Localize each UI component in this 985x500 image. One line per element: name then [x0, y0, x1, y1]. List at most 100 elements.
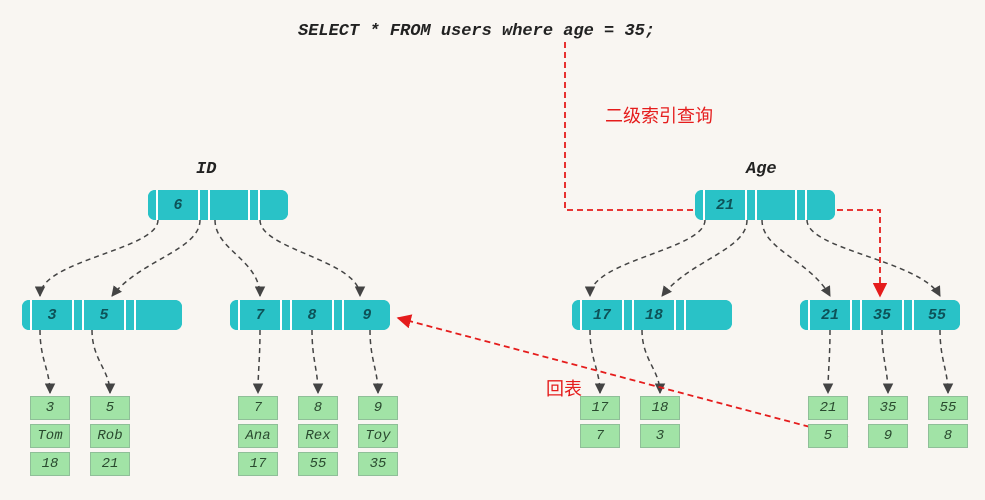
btree-key: [22, 300, 32, 330]
leaf-cell: 18: [30, 452, 70, 476]
sql-statement: SELECT * FROM users where age = 35;: [298, 22, 655, 41]
tree-edge: [590, 330, 600, 393]
tree-edge: [828, 330, 830, 393]
btree-key: 55: [914, 300, 960, 330]
leaf-cell: Tom: [30, 424, 70, 448]
tree-edge: [807, 220, 940, 296]
tree-edge: [642, 330, 660, 393]
leaf-cell: 21: [90, 452, 130, 476]
tree-edge: [92, 330, 110, 393]
leaf-cell: 3: [640, 424, 680, 448]
leaf-leaf_age_35: 359: [868, 396, 908, 448]
btree-key: [852, 300, 862, 330]
leaf-cell: Rex: [298, 424, 338, 448]
leaf-cell: Toy: [358, 424, 398, 448]
btree-key: [126, 300, 136, 330]
leaf-cell: 5: [90, 396, 130, 420]
leaf-leaf_age_17: 177: [580, 396, 620, 448]
tree-edge: [940, 330, 948, 393]
btree-key: 9: [344, 300, 390, 330]
tree-edge: [312, 330, 318, 393]
btree-key: [800, 300, 810, 330]
btree-node-age_root: 21: [695, 190, 835, 220]
leaf-leaf_id_7: 7 Ana 17: [238, 396, 278, 476]
highlight-edge: [398, 318, 848, 437]
tree-edge: [258, 330, 260, 393]
tree-edge: [215, 220, 260, 296]
btree-key: [695, 190, 705, 220]
back-to-table-label: 回表: [546, 375, 582, 401]
btree-key: [747, 190, 757, 220]
btree-key: [686, 300, 732, 330]
tree-edge: [662, 220, 747, 296]
tree-edge: [112, 220, 200, 296]
btree-key: 6: [158, 190, 200, 220]
age-tree-title: Age: [746, 160, 777, 179]
tree-edge: [882, 330, 888, 393]
btree-key: [260, 190, 288, 220]
btree-key: [136, 300, 182, 330]
leaf-leaf_id_8: 8 Rex 55: [298, 396, 338, 476]
btree-key: 3: [32, 300, 74, 330]
diagram-stage: SELECT * FROM users where age = 35; ID A…: [0, 0, 985, 500]
tree-edge: [260, 220, 360, 296]
leaf-cell: Ana: [238, 424, 278, 448]
leaf-cell: 9: [358, 396, 398, 420]
leaf-leaf_id_3: 3 Tom 18: [30, 396, 70, 476]
btree-key: [230, 300, 240, 330]
btree-key: 8: [292, 300, 334, 330]
btree-key: [676, 300, 686, 330]
leaf-leaf_age_18: 183: [640, 396, 680, 448]
btree-key: [210, 190, 250, 220]
btree-key: [624, 300, 634, 330]
leaf-cell: 8: [928, 424, 968, 448]
leaf-cell: Rob: [90, 424, 130, 448]
leaf-leaf_id_5: 5 Rob 21: [90, 396, 130, 476]
tree-edge: [590, 220, 705, 296]
id-tree-title: ID: [196, 160, 216, 179]
leaf-cell: 9: [868, 424, 908, 448]
leaf-cell: 17: [238, 452, 278, 476]
btree-key: [74, 300, 84, 330]
btree-node-age_r: 21 35 55: [800, 300, 960, 330]
leaf-cell: 3: [30, 396, 70, 420]
leaf-cell: 8: [298, 396, 338, 420]
leaf-cell: 55: [928, 396, 968, 420]
btree-key: 5: [84, 300, 126, 330]
btree-key: 35: [862, 300, 904, 330]
btree-key: 18: [634, 300, 676, 330]
btree-key: [807, 190, 835, 220]
btree-key: [282, 300, 292, 330]
secondary-index-query-label: 二级索引查询: [605, 102, 713, 128]
btree-key: 21: [705, 190, 747, 220]
btree-key: 7: [240, 300, 282, 330]
leaf-cell: 7: [580, 424, 620, 448]
leaf-leaf_id_9: 9 Toy 35: [358, 396, 398, 476]
tree-edge: [762, 220, 830, 296]
leaf-cell: 5: [808, 424, 848, 448]
btree-key: [334, 300, 344, 330]
btree-key: [148, 190, 158, 220]
btree-node-id_l: 35: [22, 300, 182, 330]
leaf-cell: 35: [868, 396, 908, 420]
tree-edge: [40, 330, 50, 393]
tree-edge: [370, 330, 378, 393]
leaf-leaf_age_55: 558: [928, 396, 968, 448]
btree-key: [757, 190, 797, 220]
leaf-leaf_age_21: 215: [808, 396, 848, 448]
btree-key: 21: [810, 300, 852, 330]
leaf-cell: 18: [640, 396, 680, 420]
btree-key: [250, 190, 260, 220]
leaf-cell: 21: [808, 396, 848, 420]
btree-key: [572, 300, 582, 330]
leaf-cell: 7: [238, 396, 278, 420]
leaf-cell: 55: [298, 452, 338, 476]
btree-key: [200, 190, 210, 220]
tree-edge: [40, 220, 158, 296]
btree-node-age_l: 1718: [572, 300, 732, 330]
leaf-cell: 35: [358, 452, 398, 476]
btree-node-id_root: 6: [148, 190, 288, 220]
leaf-cell: 17: [580, 396, 620, 420]
btree-key: 17: [582, 300, 624, 330]
btree-node-id_r: 789: [230, 300, 390, 330]
